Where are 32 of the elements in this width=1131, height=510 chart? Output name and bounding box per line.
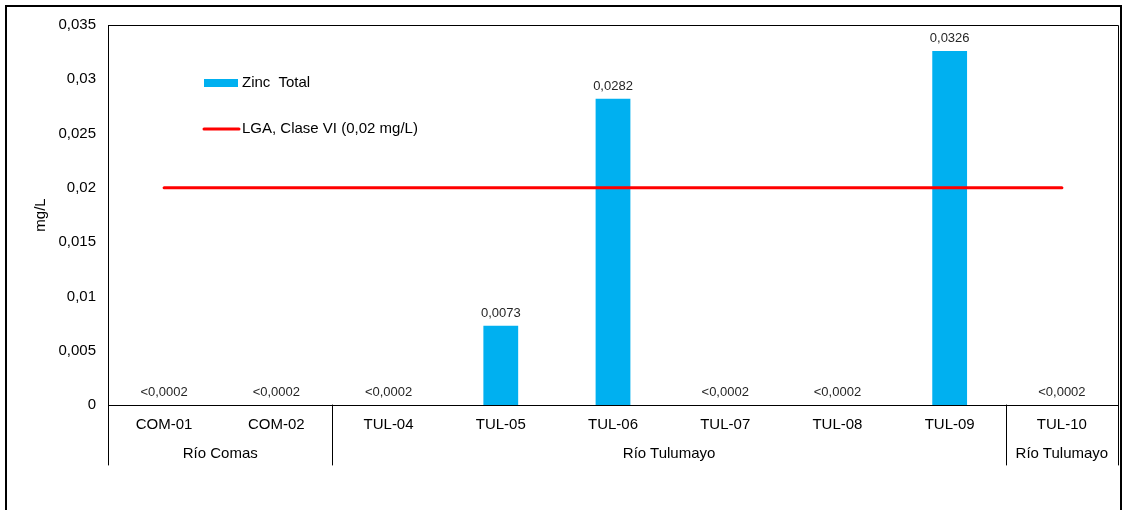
data-label: 0,0073 — [480, 304, 521, 320]
text: Río Tulumayo — [622, 444, 716, 462]
data-label: <0,0002 — [364, 384, 413, 400]
x-tick-label: TUL-04 — [363, 415, 414, 433]
y-tick-label: 0,02 — [66, 178, 96, 195]
data-label: <0,0002 — [252, 384, 301, 400]
data-label: <0,0002 — [701, 384, 749, 400]
data-label: <0,0002 — [1038, 384, 1086, 400]
x-tick-label: COM-02 — [247, 415, 305, 433]
data-label: <0,0002 — [813, 384, 862, 400]
y-axis-title: mg/L — [31, 198, 49, 232]
legend-label: LGA, Clase VI (0,02 mg/L) — [242, 119, 418, 137]
x-tick-label: TUL-09 — [924, 415, 975, 433]
y-tick-label: 0 — [87, 395, 96, 413]
x-tick-label: TUL-07 — [700, 415, 751, 433]
legend-label: Zinc Total — [242, 73, 311, 91]
y-tick-label: 0,01 — [66, 286, 96, 304]
data-label: 0,0282 — [593, 77, 633, 93]
x-tick-label: COM-01 — [135, 415, 193, 433]
y-tick-label: 0,005 — [58, 340, 96, 358]
data-label: <0,0002 — [140, 384, 188, 400]
y-tick-label: 0,025 — [58, 123, 96, 141]
y-tick-label: 0,03 — [66, 69, 96, 87]
x-tick-label: TUL-10 — [1036, 415, 1087, 433]
data-label: 0,0326 — [929, 30, 970, 46]
text: Río Tulumayo — [1015, 444, 1109, 462]
y-tick-label: 0,015 — [58, 232, 96, 250]
x-tick-label: TUL-08 — [812, 415, 863, 433]
x-tick-label: TUL-05 — [475, 415, 526, 433]
y-tick-label: 0,035 — [58, 15, 96, 33]
x-tick-label: TUL-06 — [587, 415, 639, 433]
text: Río Comas — [182, 444, 258, 462]
